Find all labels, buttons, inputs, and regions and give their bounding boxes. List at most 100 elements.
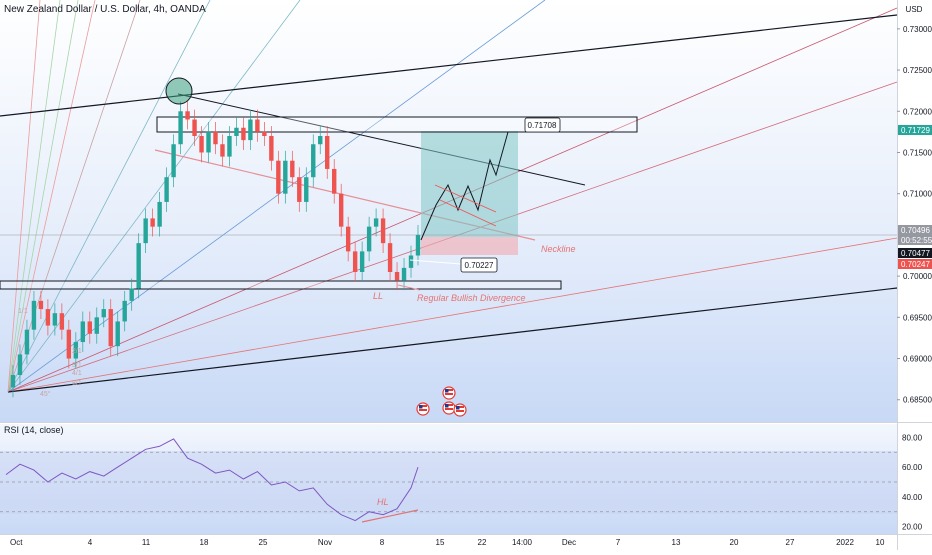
price-tag-box (898, 235, 932, 245)
candle-body (192, 119, 197, 136)
price-axis[interactable]: 0.73000 0.72500 0.72000 0.71500 0.71000 0.700… (897, 25, 932, 405)
fan-line-1-4 (7, 237, 898, 393)
candle-body (59, 313, 65, 330)
candle-body (311, 144, 316, 178)
candle-body (380, 218, 386, 244)
us-flag-icon[interactable] (453, 403, 467, 417)
rsi-line (5, 438, 419, 522)
candle-body (304, 177, 309, 202)
loss-zone (421, 237, 518, 255)
price-tick-label: 0.72000 (903, 107, 932, 116)
fan-line-1-8 (7, 287, 898, 393)
price-tag-label: 0.70247 (901, 260, 930, 269)
candle-body (359, 251, 365, 272)
fan-label-4-1: 4/1 (72, 370, 82, 377)
candle-body (10, 375, 16, 388)
price-tag-box (898, 259, 932, 269)
rsi-title: RSI (14, close) (4, 425, 64, 435)
projected-path (420, 131, 509, 241)
candle-body (94, 317, 99, 334)
candle-body (234, 127, 239, 136)
candle-body (401, 267, 407, 281)
candle-body (408, 255, 414, 268)
time-tick-label: 8 (380, 538, 385, 547)
time-tick-label: 2022 (836, 538, 854, 547)
candle-body (87, 321, 92, 334)
candle-body (297, 177, 302, 202)
candle-body (373, 218, 379, 227)
rsi-band (0, 451, 897, 514)
us-flag-icon[interactable] (442, 386, 456, 400)
symbol-title: New Zealand Dollar / U.S. Dollar, 4h, OA… (4, 4, 206, 15)
candle-body (262, 131, 267, 136)
candle-body (366, 226, 372, 252)
candle-body (101, 309, 106, 318)
candle-body (283, 160, 288, 194)
us-flag-icon[interactable] (442, 401, 456, 415)
support-zone[interactable] (0, 280, 562, 290)
candle-body (129, 288, 134, 301)
price-tag-box (898, 125, 932, 135)
price-tick-label: 0.68500 (903, 396, 932, 405)
fan-label-3-1: 3/1 (72, 362, 82, 369)
divergence-price-line (397, 284, 421, 291)
candle-body (24, 329, 30, 355)
candle-body (45, 309, 51, 326)
candle-body (164, 177, 169, 202)
upper-channel-line (0, 14, 898, 117)
candle-body (415, 234, 421, 256)
fan-label-8-1: 8/1 (72, 380, 82, 387)
price-tick-label: 0.73000 (903, 25, 932, 34)
time-tick-label: 27 (786, 538, 795, 547)
price-tag-label: 0.71729 (901, 126, 930, 135)
time-tick-label: 22 (478, 538, 487, 547)
currency-label: USD (906, 5, 923, 14)
candle-body (276, 160, 281, 194)
candle-body (332, 168, 337, 194)
time-tick-label: 25 (259, 538, 268, 547)
time-tick-label: 15 (436, 538, 445, 547)
candle-body (66, 329, 72, 359)
time-tick-label: 7 (616, 538, 621, 547)
time-tick-label: 13 (672, 538, 681, 547)
rsi-level-label: 60.00 (902, 463, 923, 472)
price-tag-box (898, 225, 932, 235)
candle-body (206, 131, 211, 153)
price-tick-label: 0.72500 (903, 66, 932, 75)
fan-line-green (7, 0, 79, 393)
candle-body (80, 321, 86, 343)
time-tick-label: Nov (318, 538, 332, 547)
entry-arrow-line (409, 259, 462, 265)
price-tick-label: 0.71500 (903, 148, 932, 157)
target-label: 0.71708 (528, 121, 557, 130)
neckline-label: Neckline (541, 244, 576, 254)
event-flags[interactable] (416, 386, 467, 417)
candle-body (290, 160, 295, 178)
time-tick-label: 4 (88, 538, 93, 547)
entry-label-box (460, 257, 498, 273)
candle-body (115, 321, 120, 347)
time-tick-label: Dec (562, 538, 576, 547)
time-axis[interactable]: Oct 4 11 18 25 Nov 8 15 22 14:00 Dec 7 13 20 27 2022 10 (10, 538, 885, 547)
candle-body (52, 313, 58, 326)
candle-body (38, 300, 44, 310)
fan-line-3-1 (7, 0, 211, 393)
candle-body (248, 119, 253, 141)
candle-body (325, 135, 330, 169)
candle-body (31, 300, 37, 330)
resistance-zone[interactable] (156, 116, 638, 133)
candle-body (269, 135, 274, 161)
candle-body (345, 226, 351, 252)
price-tick-label: 0.69500 (903, 313, 932, 322)
candle-body (136, 243, 141, 289)
candle-body (178, 111, 183, 145)
time-tick-label: 10 (876, 538, 885, 547)
candle-body (387, 243, 393, 272)
price-tag-label: 0.70477 (901, 249, 930, 258)
us-flag-icon[interactable] (416, 402, 430, 416)
candle-body (352, 251, 358, 272)
candle-body (213, 131, 218, 145)
time-tick-label: Oct (10, 538, 23, 547)
